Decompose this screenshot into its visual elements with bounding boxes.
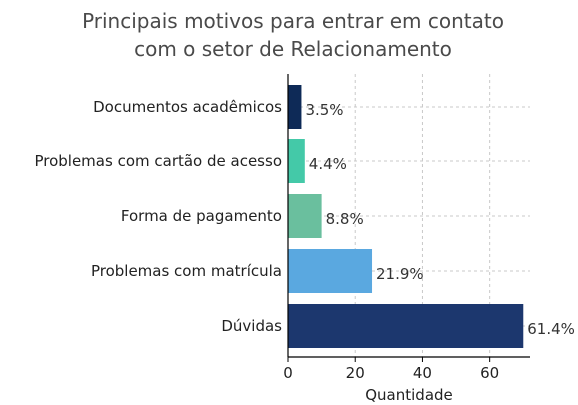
x-axis-label: Quantidade xyxy=(365,386,453,404)
tick-label: 40 xyxy=(413,364,432,382)
bars xyxy=(288,85,524,348)
category-label: Problemas com cartão de acesso xyxy=(34,152,282,170)
data-label: 21.9% xyxy=(376,265,424,283)
category-labels: Documentos acadêmicos Problemas com cartã… xyxy=(34,98,282,335)
data-labels: 3.5% 4.4% 8.8% 21.9% 61.4% xyxy=(305,101,574,338)
data-label: 3.5% xyxy=(305,101,343,119)
bar xyxy=(288,304,524,348)
category-label: Problemas com matrícula xyxy=(91,262,282,280)
chart-title-line-2: com o setor de Relacionamento xyxy=(134,37,452,61)
category-label: Dúvidas xyxy=(221,317,282,335)
data-label: 4.4% xyxy=(309,155,347,173)
data-label: 61.4% xyxy=(527,320,575,338)
x-ticks: 0 20 40 60 xyxy=(283,357,499,382)
bar xyxy=(288,194,322,238)
bar xyxy=(288,139,305,183)
data-label: 8.8% xyxy=(326,210,364,228)
category-label: Documentos acadêmicos xyxy=(93,98,282,116)
bar xyxy=(288,85,302,129)
tick-label: 0 xyxy=(283,364,293,382)
chart-title-line-1: Principais motivos para entrar em contat… xyxy=(82,9,504,33)
bar xyxy=(288,249,373,293)
tick-label: 60 xyxy=(480,364,499,382)
tick-label: 20 xyxy=(346,364,365,382)
category-label: Forma de pagamento xyxy=(121,207,282,225)
